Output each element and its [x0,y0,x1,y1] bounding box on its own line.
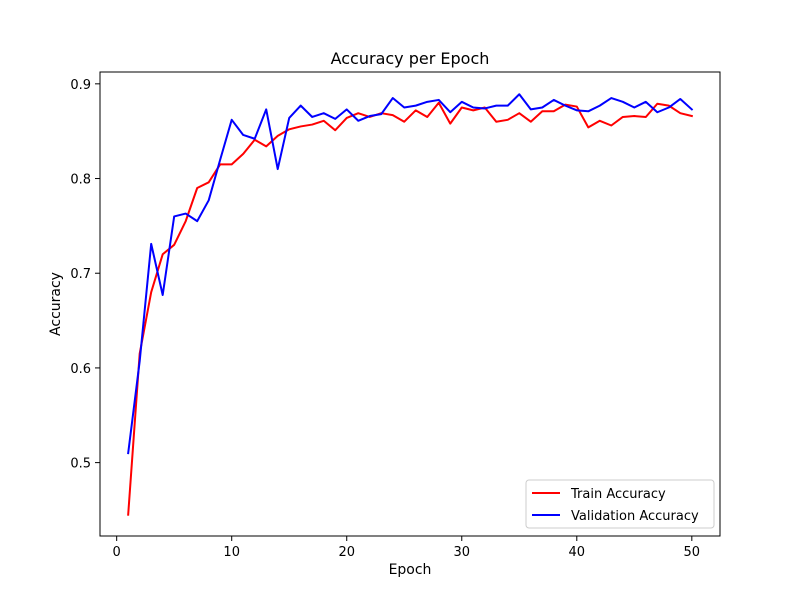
x-tick-label: 10 [223,545,240,560]
plot-area [127,93,694,516]
y-tick-label: 0.7 [70,267,91,282]
series-line-validation-accuracy [127,93,694,455]
x-axis-label: Epoch [389,562,432,578]
x-axis: 0 10 20 30 40 50 [113,536,701,560]
x-tick-label: 50 [684,545,701,560]
series-line-train-accuracy [127,101,694,516]
y-tick-label: 0.5 [70,457,91,472]
x-tick-label: 20 [338,545,355,560]
y-tick-label: 0.6 [70,362,91,377]
y-axis-label: Accuracy [48,272,64,336]
legend-entry-label: Validation Accuracy [571,509,699,524]
x-tick-label: 0 [113,545,121,560]
plot-frame [99,71,721,537]
x-tick-label: 30 [453,545,470,560]
y-tick-label: 0.8 [70,173,91,188]
chart-title: Accuracy per Epoch [331,49,490,68]
legend-box [525,479,715,529]
legend: Train Accuracy Validation Accuracy [525,479,715,529]
legend-entry-label: Train Accuracy [570,487,666,502]
x-tick-label: 40 [569,545,586,560]
y-tick-label: 0.9 [70,78,91,93]
y-axis: 0.5 0.6 0.7 0.8 0.9 [70,78,100,472]
